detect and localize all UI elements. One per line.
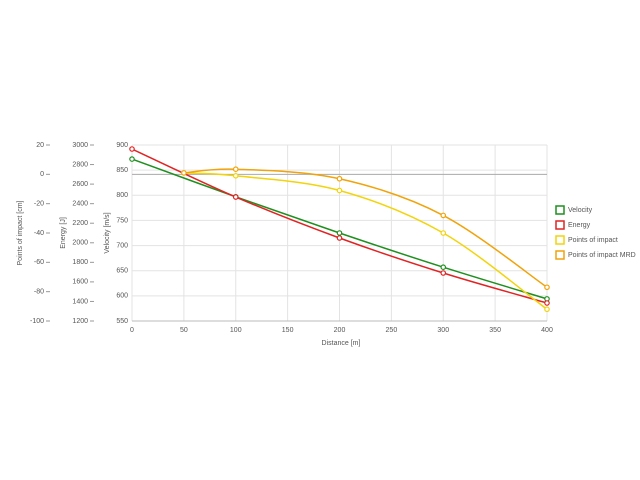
point	[336, 175, 343, 182]
y-tick-label: 750	[116, 217, 128, 224]
point	[232, 166, 239, 173]
legend-label: Velocity	[568, 207, 593, 214]
y3-tick-label: -80	[34, 289, 44, 296]
point	[440, 212, 447, 219]
point	[181, 170, 187, 176]
point	[544, 300, 550, 306]
x-tick-label: 150	[282, 327, 294, 334]
y-tick-label: 650	[116, 268, 128, 275]
y-tick-label: 900	[116, 142, 128, 149]
point	[544, 284, 550, 291]
point	[336, 230, 343, 236]
legend-label: Points of impact	[568, 237, 618, 244]
legend-label: Energy	[568, 222, 591, 229]
series-line	[183, 172, 548, 310]
y2-axis-title: Energy [J]	[60, 217, 67, 249]
y2-tick-label: 2000	[72, 240, 88, 247]
y-tick-label: 850	[116, 167, 128, 174]
x-tick-label: 300	[437, 327, 449, 334]
y-tick-label: 700	[116, 242, 128, 249]
series-line	[183, 168, 548, 288]
y3-tick-label: -20	[34, 201, 44, 208]
y3-tick-label: -60	[34, 259, 44, 266]
point	[129, 156, 135, 162]
point	[336, 235, 343, 241]
y2-tick-label: 1800	[72, 259, 88, 266]
y2-tick-label: 1400	[72, 298, 88, 305]
x-tick-label: 50	[180, 327, 188, 334]
point	[544, 306, 550, 313]
point	[440, 230, 447, 236]
legend-swatch	[555, 220, 565, 230]
x-tick-label: 100	[230, 327, 242, 334]
y3-tick-label: 0	[40, 171, 44, 178]
y-tick-label: 600	[116, 293, 128, 300]
point	[440, 270, 447, 276]
y2-tick-label: 2200	[72, 220, 88, 227]
point	[232, 194, 239, 200]
y2-tick-label: 2800	[72, 161, 88, 168]
legend-swatch	[555, 250, 565, 260]
y-axis-title: Velocity [m/s]	[104, 212, 111, 253]
x-axis-title: Distance [m]	[322, 340, 361, 347]
point	[336, 187, 343, 194]
point	[440, 264, 447, 270]
y3-tick-label: -100	[30, 318, 44, 325]
y2-tick-label: 1200	[72, 318, 88, 325]
y3-axis-title: Points of impact [cm]	[17, 200, 24, 265]
legend-label: Points of impact MRD	[568, 252, 636, 259]
y-tick-label: 550	[116, 318, 128, 325]
x-tick-label: 350	[489, 327, 501, 334]
y3-tick-label: 20	[36, 142, 44, 149]
y3-tick-label: -40	[34, 230, 44, 237]
y2-tick-label: 2600	[72, 181, 88, 188]
x-tick-label: 250	[386, 327, 398, 334]
y2-tick-label: 2400	[72, 201, 88, 208]
x-tick-label: 400	[541, 327, 553, 334]
legend-swatch	[555, 235, 565, 245]
legend-swatch	[555, 205, 565, 215]
point	[232, 173, 239, 179]
y2-tick-label: 3000	[72, 142, 88, 149]
point	[129, 146, 135, 152]
x-tick-label: 0	[130, 327, 134, 334]
x-tick-label: 200	[334, 327, 346, 334]
y-tick-label: 800	[116, 192, 128, 199]
y2-tick-label: 1600	[72, 279, 88, 286]
